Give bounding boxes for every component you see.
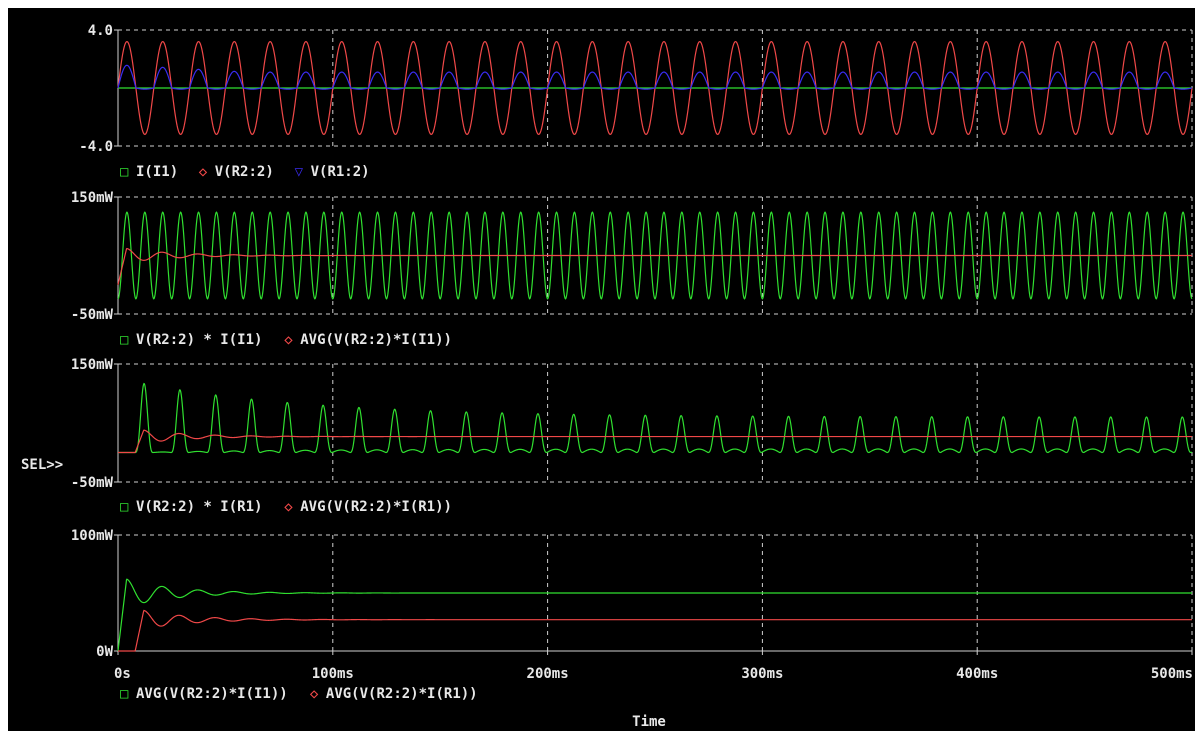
y-tick-label: -50mW [71, 475, 114, 491]
y-tick-label: 150mW [71, 190, 114, 206]
x-tick-label: 400ms [956, 666, 998, 682]
legend-entry: V(R2:2) * I(R1) [136, 499, 262, 515]
legend-symbol-icon: □ [120, 164, 129, 180]
grid-layer [118, 29, 1193, 652]
legend-entry: AVG(V(R2:2)*I(I1)) [136, 686, 288, 702]
y-tick-label: 4.0 [88, 23, 113, 39]
legend-entry: V(R1:2) [311, 164, 370, 180]
legend-entry: AVG(V(R2:2)*I(I1)) [300, 332, 452, 348]
legend-entry: AVG(V(R2:2)*I(R1)) [326, 686, 478, 702]
legend-symbol-icon: ▽ [295, 164, 304, 180]
series-avg-v-r2-2-i-i1- [117, 578, 1192, 652]
legend-layer: □ I(I1) ◇ V(R2:2) ▽ V(R1:2) □ V(R2:2) * I(I1) ◇ A… [120, 164, 478, 702]
y-tick-label: -4.0 [79, 139, 113, 155]
legend-symbol-icon: □ [120, 686, 129, 702]
legend-symbol-icon: ◇ [284, 499, 293, 515]
x-tick-label: 200ms [527, 666, 569, 682]
series-avg-v-r2-2-i-i1- [117, 247, 1192, 285]
y-tick-label: -50mW [71, 307, 114, 323]
y-tick-label: 150mW [71, 357, 114, 373]
series-v-r2-2-i-r1- [118, 382, 1193, 454]
x-axis-label: Time [632, 714, 666, 730]
legend-symbol-icon: □ [120, 332, 129, 348]
series-v-r1-2- [117, 64, 1193, 90]
plot-background [8, 8, 1195, 731]
selection-marker[interactable]: SEL>> [21, 457, 63, 473]
panel-3 [118, 363, 1193, 483]
x-tick-label: 500ms [1151, 666, 1193, 682]
series-v-r2-2-i-i1- [117, 211, 1193, 300]
legend-symbol-icon: ◇ [310, 686, 319, 702]
series-layer [117, 40, 1193, 652]
x-tick-label: 300ms [741, 666, 783, 682]
legend-entry: V(R2:2) [215, 164, 274, 180]
legend-symbol-icon: ◇ [199, 164, 208, 180]
y-tick-label: 0W [96, 644, 113, 660]
series-avg-v-r2-2-i-r1- [118, 609, 1192, 652]
axes-layer [114, 29, 1193, 655]
legend-symbol-icon: ◇ [284, 332, 293, 348]
legend-entry: V(R2:2) * I(I1) [136, 332, 262, 348]
x-tick-label: 0s [114, 666, 131, 682]
x-tick-label: 100ms [312, 666, 354, 682]
y-tick-label: 100mW [71, 528, 114, 544]
legend-entry: I(I1) [136, 164, 178, 180]
legend-entry: AVG(V(R2:2)*I(R1)) [300, 499, 452, 515]
series-avg-v-r2-2-i-r1- [118, 429, 1192, 454]
legend-symbol-icon: □ [120, 499, 129, 515]
